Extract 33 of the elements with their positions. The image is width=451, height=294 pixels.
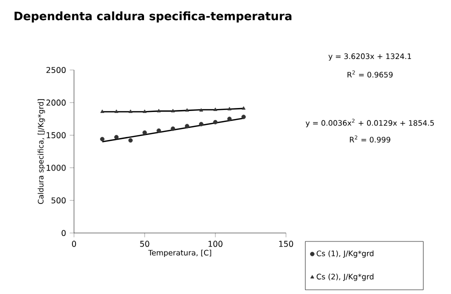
x-tick-label: 150 bbox=[279, 240, 294, 247]
point bbox=[213, 120, 218, 124]
point bbox=[128, 138, 133, 143]
point bbox=[142, 110, 147, 113]
y-tick-label: 500 bbox=[52, 197, 66, 204]
x-tick-label: 100 bbox=[208, 240, 222, 247]
y-tick-label: 2000 bbox=[46, 100, 66, 106]
point bbox=[114, 110, 118, 113]
point bbox=[171, 108, 175, 112]
x-tick-label: 0 bbox=[72, 240, 76, 247]
point bbox=[185, 108, 189, 112]
point bbox=[213, 108, 218, 111]
y-tick-label: 1500 bbox=[46, 132, 66, 138]
point bbox=[128, 110, 132, 113]
point bbox=[100, 136, 104, 142]
point bbox=[184, 124, 190, 128]
y-tick-label: 0 bbox=[62, 230, 66, 236]
point bbox=[241, 114, 246, 120]
point bbox=[156, 108, 161, 112]
chart-title: Dependenta caldura specifica-temperatura bbox=[14, 11, 292, 23]
point bbox=[142, 130, 147, 135]
point bbox=[227, 116, 232, 122]
point bbox=[228, 106, 232, 110]
y-tick-label: 2500 bbox=[46, 66, 66, 74]
x-tick-label: 50 bbox=[140, 240, 150, 247]
point bbox=[199, 122, 204, 126]
point bbox=[199, 108, 204, 112]
point bbox=[114, 134, 119, 140]
point bbox=[242, 106, 246, 110]
y-tick-label: 1000 bbox=[46, 164, 66, 171]
point bbox=[100, 110, 104, 113]
point bbox=[156, 128, 161, 133]
point bbox=[170, 126, 176, 131]
